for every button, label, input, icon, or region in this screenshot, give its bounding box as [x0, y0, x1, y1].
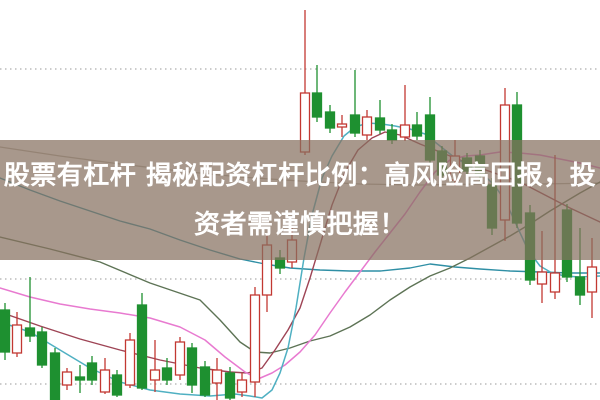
candle-down [199, 361, 211, 397]
candle-up [149, 340, 161, 392]
headline-line-2: 资者需谨慎把握！ [193, 210, 406, 240]
candle-up [174, 337, 186, 380]
candle-up [99, 358, 111, 394]
candle-down [324, 105, 336, 133]
candle-up [236, 373, 248, 397]
candle-down [24, 277, 36, 342]
candle-up [249, 287, 261, 397]
headline-banner: 股票有杠杆 揭秘配资杠杆比例：高风险高回报，投 资者需谨慎把握！ [0, 140, 600, 260]
candle-down [86, 356, 98, 385]
candle-down [49, 348, 61, 400]
candle-up [124, 333, 136, 388]
candle-up [361, 110, 373, 140]
candle-up [61, 368, 73, 390]
candle-down [0, 303, 11, 360]
candle-down [111, 370, 123, 397]
candle-down [136, 293, 148, 390]
candle-down [411, 112, 423, 140]
candle-down [161, 358, 173, 385]
candle-up [299, 10, 311, 155]
candle-up [11, 312, 23, 357]
candle-up [211, 358, 223, 400]
candle-up [336, 115, 348, 137]
candle-up [399, 85, 411, 141]
candle-down [374, 100, 386, 134]
candle-down [36, 327, 48, 368]
candle-down [349, 70, 361, 137]
headline-line-1: 股票有杠杆 揭秘配资杠杆比例：高风险高回报，投 [3, 161, 597, 191]
candle-down [224, 367, 236, 400]
candle-down [311, 65, 323, 122]
candle-down [74, 365, 86, 393]
candle-down [186, 343, 198, 393]
